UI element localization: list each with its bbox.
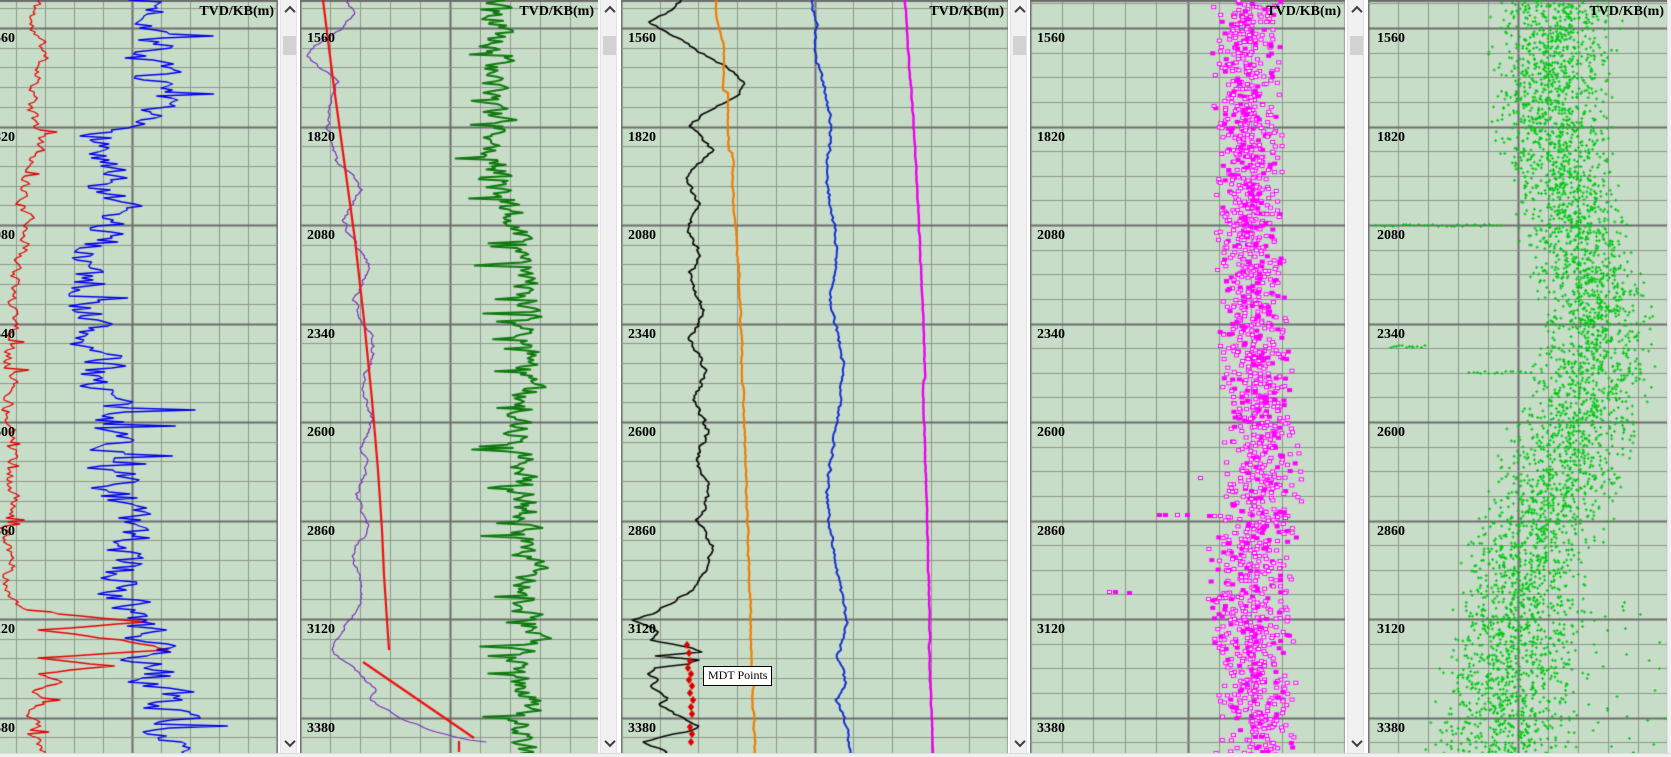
scrollbar-thumb[interactable]: [603, 36, 616, 55]
scrollbar-thumb[interactable]: [1013, 36, 1026, 55]
scroll-down-button[interactable]: [1348, 735, 1365, 751]
scroll-down-button[interactable]: [281, 735, 298, 751]
scrollbar-thumb[interactable]: [1350, 36, 1363, 55]
chevron-up-icon: [283, 5, 296, 18]
track-5-scrollbar-partial[interactable]: [1667, 0, 1671, 753]
track-4-scrollbar[interactable]: [1347, 0, 1364, 753]
scroll-up-button[interactable]: [281, 2, 298, 18]
scroll-down-button[interactable]: [1011, 735, 1028, 751]
scrollbar-thumb[interactable]: [283, 36, 296, 55]
window-edge: [0, 753, 1671, 757]
track-2-scrollbar[interactable]: [600, 0, 617, 753]
log-track-2: TVD/KB(m) 1560 1820 2080 2340 2600 2860 3120 33…: [300, 0, 598, 753]
scroll-down-button[interactable]: [601, 735, 618, 751]
chevron-down-icon: [603, 735, 616, 748]
track-1-scrollbar[interactable]: [280, 0, 297, 753]
track-3-scrollbar[interactable]: [1010, 0, 1027, 753]
log-track-4: TVD/KB(m) 1560 1820 2080 2340 2600 2860 3120 33…: [1030, 0, 1345, 753]
track-3-plot[interactable]: [621, 0, 1008, 753]
log-track-3: TVD/KB(m) MDT Points 1560 1820 2080 2340 260…: [621, 0, 1008, 753]
scroll-up-button[interactable]: [1348, 2, 1365, 18]
track-5-plot[interactable]: [1368, 0, 1668, 753]
chevron-up-icon: [1013, 5, 1026, 18]
chevron-up-icon: [603, 5, 616, 18]
scroll-up-button[interactable]: [601, 2, 618, 18]
chevron-down-icon: [1013, 735, 1026, 748]
chevron-up-icon: [1350, 5, 1363, 18]
chevron-down-icon: [283, 735, 296, 748]
chevron-down-icon: [1350, 735, 1363, 748]
track-4-plot[interactable]: [1030, 0, 1345, 753]
track-1-plot[interactable]: [0, 0, 278, 753]
track-2-plot[interactable]: [300, 0, 598, 753]
log-track-5: TVD/KB(m) 1560 1820 2080 2340 2600 2860 3120 33…: [1368, 0, 1668, 753]
log-track-1: TVD/KB(m) 156018202080234026002860312033…: [0, 0, 278, 753]
mdt-points-label: MDT Points: [703, 666, 773, 686]
scroll-up-button[interactable]: [1011, 2, 1028, 18]
